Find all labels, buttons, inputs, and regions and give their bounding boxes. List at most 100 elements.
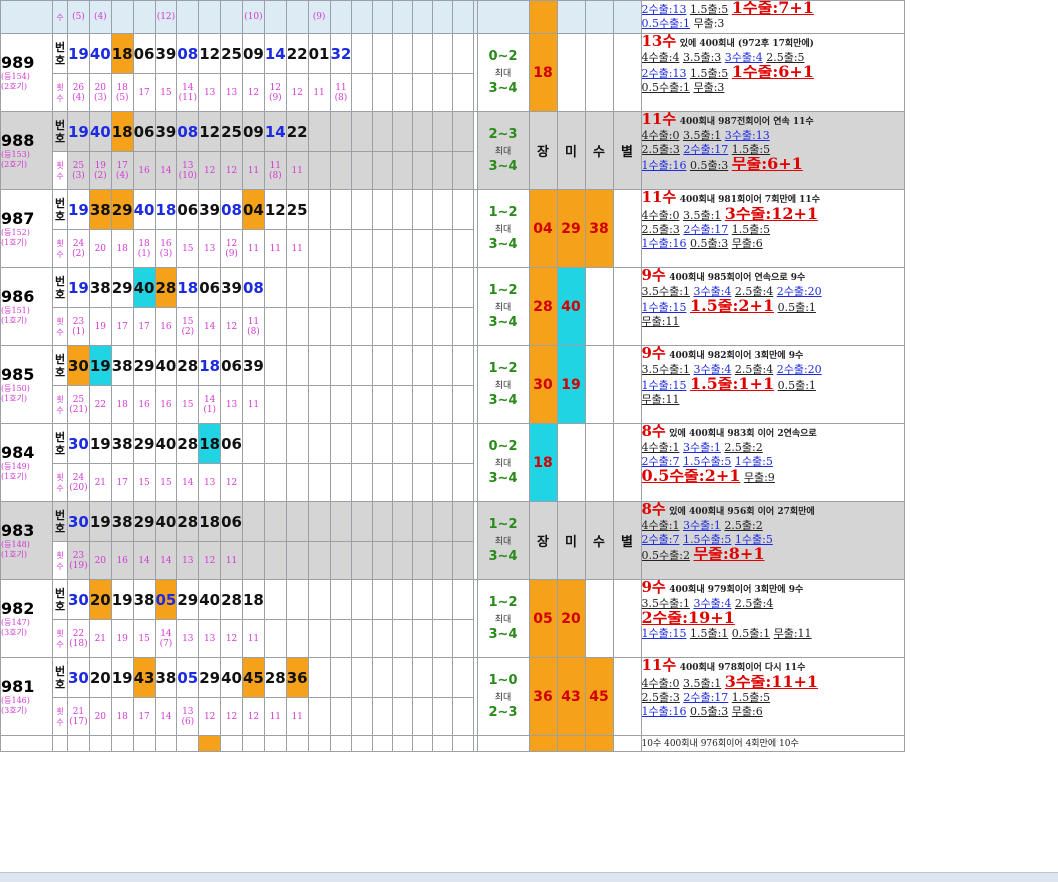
count-value: 11: [269, 711, 282, 722]
appearance-count: 26 (4): [67, 73, 90, 112]
drawn-number: 01: [307, 33, 331, 74]
drawn-number: 22: [285, 111, 309, 152]
appearance-count: [371, 229, 393, 268]
number-label: 번호: [52, 657, 68, 698]
appearance-count: 15: [176, 385, 200, 424]
appearance-count: [411, 73, 434, 112]
number-label: 번호: [52, 267, 68, 308]
stat-value: 1수출:5: [734, 533, 773, 546]
count-value: 11: [247, 316, 260, 327]
drawn-number: [452, 33, 474, 74]
appearance-count: 12: [220, 307, 243, 346]
appearance-count: 11: [285, 229, 309, 268]
count-value: 11: [247, 399, 260, 410]
stats-cell: 11수 400회내 987전회이어 연속 11수 4수출:0 3.5출:1 3수…: [640, 111, 905, 190]
drawn-number: [307, 735, 331, 752]
note-char: 수: [584, 111, 614, 190]
drawn-number: [307, 501, 331, 542]
header-range-blank: [476, 0, 530, 34]
horizontal-scrollbar[interactable]: [0, 872, 1058, 882]
stat-value: 1수출:15: [641, 379, 687, 392]
range-value: 1∼0: [488, 673, 518, 688]
stats-line: 3.5수출:1 3수출:4 2.5출:4: [642, 597, 903, 611]
count-gap: (5): [115, 92, 129, 103]
round-number: 982: [1, 598, 35, 618]
round-row-bottom: 횟수 25 (3) 19 (2) 17 (4) 16 14 13 (10) 12 12 11 11 (8) 11: [1, 151, 905, 190]
appearance-count: [351, 151, 373, 190]
appearance-count: 15: [132, 619, 156, 658]
stats-line: 0.5수출:2 무출:8+1: [642, 547, 903, 563]
stat-value: 1.5출:1: [689, 627, 729, 640]
round-machine: (1호기): [1, 315, 28, 325]
count-gap: (8): [334, 92, 348, 103]
drawn-number: 39: [154, 111, 178, 152]
appearance-count: 11: [242, 619, 265, 658]
drawn-number: 20: [88, 579, 112, 620]
stat-value: 11수: [641, 190, 677, 206]
appearance-count: [411, 697, 434, 736]
stat-value: 1수출:16: [641, 237, 687, 250]
drawn-number: 40: [154, 345, 178, 386]
stats-line: 4수출:4 3.5출:3 3수출:4 2.5출:5: [642, 51, 903, 65]
drawn-number: [88, 735, 112, 752]
drawn-number: 18: [198, 345, 222, 386]
stat-value: 2수출:13: [641, 3, 687, 16]
appearance-count: 18 (5): [110, 73, 134, 112]
stats-line: 4수출:1 3수출:1 2.5출:2: [642, 441, 903, 455]
appearance-count: 14 (11): [176, 73, 200, 112]
highlight-number: [556, 423, 586, 502]
drawn-number: 30: [67, 657, 90, 698]
appearance-count: 17: [132, 697, 156, 736]
drawn-number: [371, 501, 393, 542]
drawn-number: 14: [263, 111, 287, 152]
drawn-number: [391, 579, 413, 620]
count-gap: (6): [181, 716, 195, 727]
drawn-number: 29: [132, 501, 156, 542]
count-value: 19: [94, 160, 107, 171]
appearance-count: [411, 463, 434, 502]
count-value: 16: [160, 321, 172, 332]
stats-line: 4수출:0 3.5출:1 3수출:12+1: [642, 207, 903, 223]
appearance-count: 14: [176, 463, 200, 502]
count-gap: (3): [159, 248, 173, 259]
appearance-count: 11: [307, 73, 331, 112]
appearance-count: 13: [220, 73, 243, 112]
note-char: 수: [584, 501, 614, 580]
stat-value: 0.5출:1: [777, 301, 816, 314]
drawn-number: [329, 501, 353, 542]
stat-value: 400회내 985회이어 연속으로 9수: [669, 273, 806, 283]
count-value: 17: [116, 321, 128, 332]
appearance-count: [329, 385, 353, 424]
count-gap: (2): [93, 170, 107, 181]
appearance-count: 11: [263, 697, 287, 736]
highlight-number: 38: [584, 189, 614, 268]
appearance-count: [329, 151, 353, 190]
highlight-number: 05: [528, 579, 558, 658]
appearance-count: [329, 619, 353, 658]
range-value: 최대: [494, 69, 512, 79]
count-label: 횟수: [52, 463, 68, 502]
drawn-number: 19: [67, 267, 90, 308]
stat-value: 0.5출:1: [731, 627, 771, 640]
note-char: 장: [528, 501, 558, 580]
appearance-count: 12 (9): [263, 73, 287, 112]
stats-line: 4수출:1 3수출:1 2.5출:2: [642, 519, 903, 533]
appearance-count: 13: [198, 619, 222, 658]
stat-value: 2.5출:2: [724, 441, 763, 454]
stats-line: 13수 있에 400회내 (972후 17회만에): [642, 35, 903, 52]
drawn-number: [263, 735, 287, 752]
appearance-count: 21: [88, 463, 112, 502]
count-value: 18: [116, 243, 128, 254]
note-char: 별: [612, 111, 642, 190]
appearance-count: 11 (8): [242, 307, 265, 346]
round-rank: (등149): [1, 461, 30, 471]
appearance-count: [371, 73, 393, 112]
drawn-number: [432, 501, 454, 542]
drawn-number: [411, 33, 434, 74]
count-value: 11: [313, 87, 325, 98]
drawn-number: [285, 267, 309, 308]
drawn-number: [452, 657, 474, 698]
round-machine: (1호기): [1, 471, 28, 481]
header-count: [285, 0, 309, 34]
appearance-count: [432, 541, 454, 580]
